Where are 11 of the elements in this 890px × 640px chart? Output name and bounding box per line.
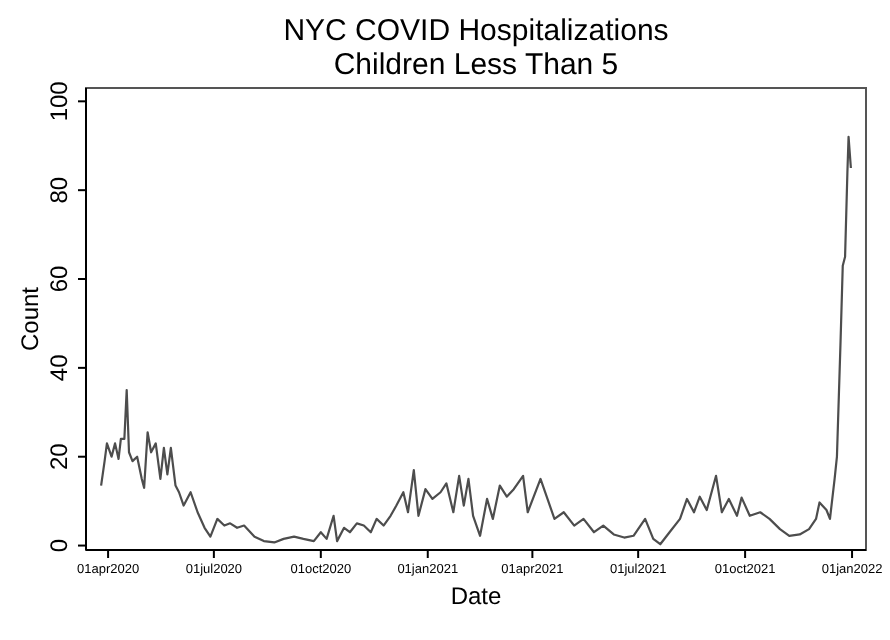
x-axis-title: Date — [450, 582, 502, 610]
y-tick-label: 20 — [45, 442, 74, 471]
y-axis-title: Count — [16, 285, 44, 352]
y-tick-label: 60 — [45, 265, 74, 293]
y-tick-label: 80 — [45, 176, 74, 204]
line-series — [100, 135, 852, 546]
chart-subtitle: Children Less Than 5 — [333, 48, 619, 82]
y-tick-label: 0 — [45, 538, 74, 553]
y-tick-label: 40 — [45, 353, 74, 382]
y-tick-label: 100 — [45, 80, 74, 122]
chart-title: NYC COVID Hospitalizations — [283, 14, 669, 48]
